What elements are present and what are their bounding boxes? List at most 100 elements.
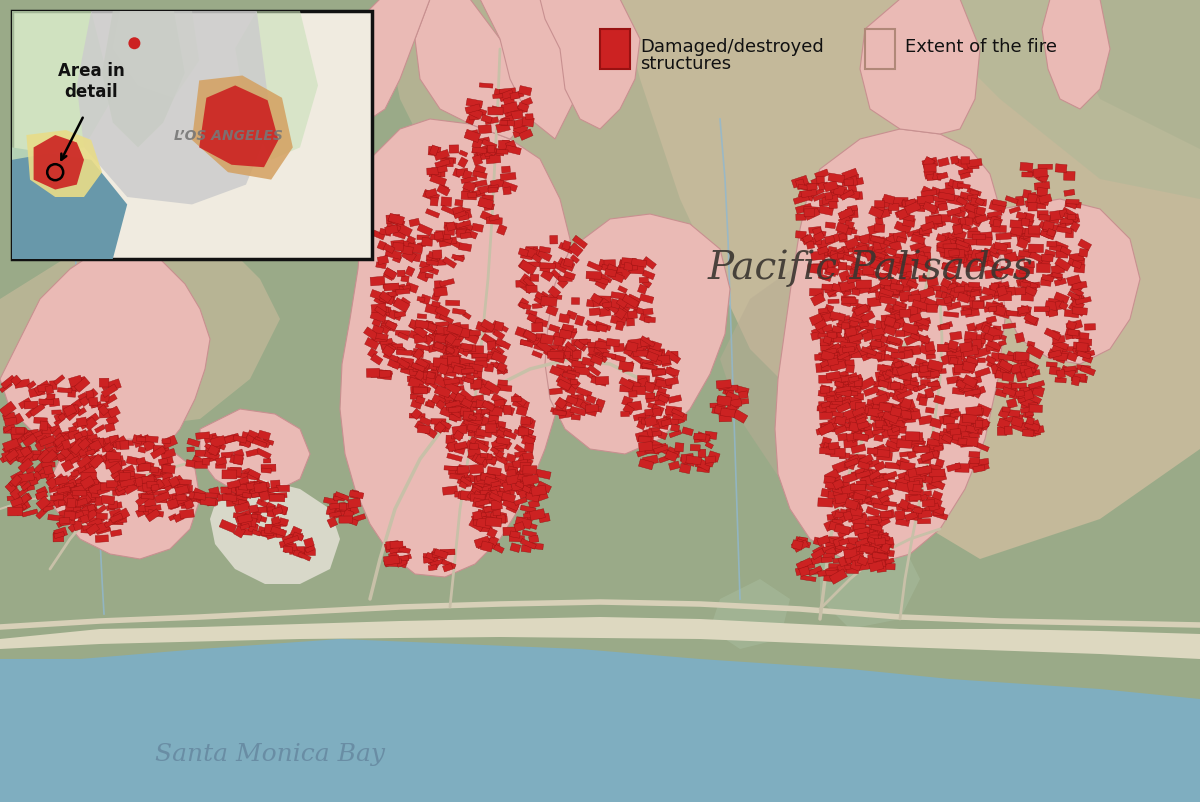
Polygon shape xyxy=(370,277,385,286)
Polygon shape xyxy=(937,240,952,251)
Polygon shape xyxy=(511,111,523,120)
Polygon shape xyxy=(506,470,516,477)
Polygon shape xyxy=(910,334,920,341)
Polygon shape xyxy=(912,321,925,332)
Polygon shape xyxy=(877,365,893,373)
Polygon shape xyxy=(896,282,912,294)
Polygon shape xyxy=(409,331,418,339)
Polygon shape xyxy=(817,570,827,577)
Polygon shape xyxy=(238,523,245,529)
Polygon shape xyxy=(830,403,844,410)
Polygon shape xyxy=(846,254,854,261)
Polygon shape xyxy=(472,403,482,408)
Polygon shape xyxy=(571,298,580,305)
Polygon shape xyxy=(888,205,899,212)
Polygon shape xyxy=(850,400,863,411)
Polygon shape xyxy=(521,282,533,294)
Polygon shape xyxy=(655,368,662,374)
Polygon shape xyxy=(518,489,528,499)
Polygon shape xyxy=(251,513,262,524)
Polygon shape xyxy=(436,232,450,240)
Polygon shape xyxy=(1003,287,1016,298)
Polygon shape xyxy=(606,339,620,347)
Polygon shape xyxy=(442,157,456,164)
Polygon shape xyxy=(827,396,836,406)
Polygon shape xyxy=(857,285,870,294)
Polygon shape xyxy=(925,394,934,399)
Polygon shape xyxy=(235,12,318,160)
Polygon shape xyxy=(234,456,244,464)
Polygon shape xyxy=(972,302,984,310)
Polygon shape xyxy=(833,516,847,527)
Polygon shape xyxy=(0,220,280,429)
Polygon shape xyxy=(11,432,25,440)
Polygon shape xyxy=(738,391,748,399)
Polygon shape xyxy=(976,198,984,207)
Polygon shape xyxy=(1037,212,1048,219)
Polygon shape xyxy=(829,191,846,200)
Polygon shape xyxy=(125,479,140,488)
Polygon shape xyxy=(239,489,250,496)
Polygon shape xyxy=(1056,264,1066,273)
Polygon shape xyxy=(844,549,857,559)
Polygon shape xyxy=(624,346,634,357)
Polygon shape xyxy=(493,342,506,347)
Polygon shape xyxy=(7,444,24,458)
Polygon shape xyxy=(503,98,515,108)
Polygon shape xyxy=(480,473,496,483)
Polygon shape xyxy=(416,297,425,302)
Polygon shape xyxy=(868,555,876,564)
Polygon shape xyxy=(870,562,883,570)
Polygon shape xyxy=(173,496,187,508)
Polygon shape xyxy=(5,418,17,427)
Polygon shape xyxy=(490,484,500,492)
Polygon shape xyxy=(94,496,103,506)
Polygon shape xyxy=(950,412,961,418)
Polygon shape xyxy=(820,423,832,432)
Polygon shape xyxy=(878,375,890,382)
Polygon shape xyxy=(414,334,427,344)
Polygon shape xyxy=(821,557,833,563)
Polygon shape xyxy=(836,561,853,574)
Polygon shape xyxy=(380,0,720,350)
Polygon shape xyxy=(443,564,454,573)
Polygon shape xyxy=(532,323,542,333)
Polygon shape xyxy=(443,257,457,269)
Polygon shape xyxy=(469,114,479,121)
Polygon shape xyxy=(97,403,108,410)
Polygon shape xyxy=(257,527,272,539)
Polygon shape xyxy=(96,439,107,449)
Polygon shape xyxy=(430,175,446,187)
Polygon shape xyxy=(107,480,118,488)
Polygon shape xyxy=(472,149,484,156)
Polygon shape xyxy=(800,576,816,581)
Polygon shape xyxy=(976,321,992,331)
Polygon shape xyxy=(923,157,935,169)
Polygon shape xyxy=(150,447,166,460)
Polygon shape xyxy=(442,560,456,569)
Polygon shape xyxy=(955,210,966,218)
Polygon shape xyxy=(617,303,630,314)
Polygon shape xyxy=(445,350,458,359)
Polygon shape xyxy=(985,302,1002,311)
Polygon shape xyxy=(371,372,380,378)
Polygon shape xyxy=(913,446,930,453)
Polygon shape xyxy=(434,150,450,161)
Polygon shape xyxy=(449,407,463,413)
Polygon shape xyxy=(383,284,397,289)
Polygon shape xyxy=(490,180,505,189)
Polygon shape xyxy=(690,445,701,452)
Polygon shape xyxy=(468,364,484,372)
Polygon shape xyxy=(86,456,100,468)
Polygon shape xyxy=(893,358,904,368)
Text: Santa Monica Bay: Santa Monica Bay xyxy=(155,743,385,766)
Polygon shape xyxy=(11,471,25,484)
Polygon shape xyxy=(65,485,80,492)
Polygon shape xyxy=(893,368,900,376)
Polygon shape xyxy=(176,499,188,504)
Polygon shape xyxy=(822,356,839,363)
Polygon shape xyxy=(539,247,551,254)
Polygon shape xyxy=(884,304,901,317)
Polygon shape xyxy=(511,484,523,492)
Polygon shape xyxy=(882,370,893,380)
